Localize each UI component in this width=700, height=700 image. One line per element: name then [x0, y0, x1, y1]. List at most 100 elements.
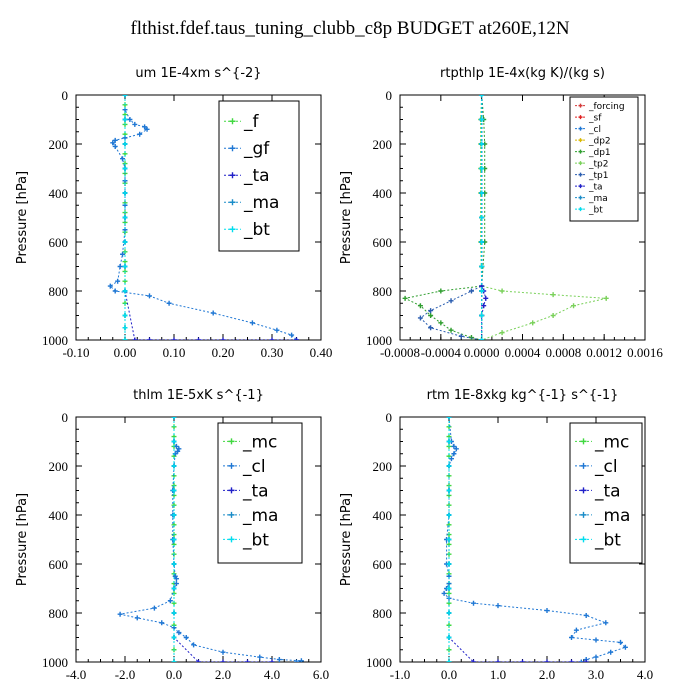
data-point-gf: [117, 264, 123, 269]
data-point-tp2: [550, 313, 556, 318]
legend-entry: _mc: [242, 432, 277, 452]
data-point-cl: [573, 627, 579, 633]
panel-1: um 1E-4xm s^{-2} Pressure [hPa] -0.10 0.00 0…: [15, 66, 332, 360]
y-tick-label: 600: [49, 235, 69, 250]
y-tick-label: 200: [49, 137, 69, 152]
data-point-tp1: [448, 298, 454, 304]
series-line-ta: [448, 417, 587, 662]
x-tick-label: 0.20: [212, 345, 235, 360]
y-tick-label: 0: [386, 410, 393, 425]
data-point-dp1: [428, 313, 434, 318]
legend-entry: _sf: [588, 113, 602, 123]
data-point-tp1: [428, 325, 434, 331]
legend-marker: [229, 172, 236, 179]
x-tick-label: -2.0: [115, 667, 136, 682]
data-point-gf: [137, 131, 143, 137]
data-point-tp2: [550, 292, 556, 298]
data-point-bt: [122, 190, 128, 196]
data-point-cl: [176, 630, 182, 636]
data-point-bt: [446, 659, 452, 662]
data-point-cl: [220, 649, 226, 655]
data-point-bt: [479, 166, 485, 171]
legend-marker: [228, 462, 235, 469]
data-point-ta: [171, 337, 177, 340]
legend-marker: [580, 536, 587, 543]
legend-marker: [580, 487, 587, 494]
data-point-ta: [569, 659, 574, 662]
data-point-gf: [115, 278, 121, 284]
x-tick-label: 0.0016: [627, 345, 663, 360]
x-tick-label: 0.0012: [586, 345, 622, 360]
y-tick-label: 400: [373, 508, 393, 523]
data-point-cl: [495, 603, 501, 609]
data-point-ta: [196, 337, 201, 340]
data-point-bt: [122, 288, 128, 294]
data-point-ta: [220, 337, 226, 340]
y-tick-label: 1000: [42, 333, 68, 348]
x-tick-label: 2.0: [215, 667, 231, 682]
y-tick-label: 1000: [366, 655, 392, 670]
data-point-bt: [479, 264, 485, 269]
data-point-bt: [122, 313, 128, 318]
x-tick-label: -0.0004: [421, 345, 462, 360]
y-tick-label: 400: [373, 186, 393, 201]
data-point-dp1: [468, 335, 474, 340]
data-point-gf: [166, 300, 172, 306]
y-tick-label: 200: [373, 459, 393, 474]
series-line-cl: [119, 417, 302, 662]
data-point-cl: [167, 598, 173, 604]
panel-title: thlm 1E-5xK s^{-1}: [133, 388, 264, 403]
y-tick-label: 0: [62, 410, 69, 425]
data-point-bt: [171, 439, 177, 444]
x-tick-label: 1.0: [490, 667, 506, 682]
legend-marker: [228, 536, 235, 543]
legend-marker: [580, 511, 587, 518]
series-line-dp1: [403, 95, 486, 340]
data-point-cl: [618, 639, 623, 645]
legend-entry: _ma: [594, 506, 630, 526]
x-tick-label: 0.0004: [505, 345, 541, 360]
data-point-cl: [593, 637, 599, 643]
y-tick-label: 800: [49, 606, 69, 621]
data-point-bt: [446, 537, 452, 542]
legend-marker: [229, 145, 236, 152]
data-point-bt: [171, 417, 177, 420]
y-tick-label: 0: [62, 88, 69, 103]
legend-entry: _cl: [594, 457, 618, 477]
data-point-cl: [569, 635, 574, 640]
x-tick-label: 0.0: [441, 667, 457, 682]
data-point-ta: [196, 659, 201, 662]
data-point-tp2: [499, 330, 505, 336]
data-point-bt: [122, 95, 128, 98]
data-point-bt: [122, 325, 128, 331]
y-tick-label: 200: [373, 137, 393, 152]
data-point-dp1: [438, 288, 444, 294]
data-point-bt: [122, 239, 128, 245]
panel-title: um 1E-4xm s^{-2}: [135, 66, 261, 81]
legend-marker: [578, 103, 583, 108]
panel-4: rtm 1E-8xkg kg^{-1} s^{-1} Pressure [hPa]…: [339, 388, 653, 682]
legend-marker: [229, 199, 236, 206]
legend-entry: _dp1: [588, 148, 611, 158]
data-point-bt: [446, 586, 452, 591]
y-tick-label: 0: [386, 88, 393, 103]
legend-marker: [578, 207, 583, 212]
data-point-bt: [479, 95, 485, 98]
legend-marker: [580, 462, 587, 469]
data-point-bt: [479, 337, 485, 340]
legend-entry: _dp2: [588, 136, 611, 146]
series-line-cl: [443, 417, 627, 662]
data-point-bt: [479, 190, 485, 196]
x-tick-label: 0.10: [163, 345, 186, 360]
data-point-cl: [593, 654, 599, 660]
data-point-cl: [117, 611, 123, 617]
y-tick-label: 400: [49, 186, 69, 201]
data-point-dp1: [448, 327, 454, 333]
data-point-bt: [446, 512, 452, 518]
legend: _forcing_sf _cl_dp2 _dp1_tp2 _tp1_ta _ma_bt: [569, 96, 639, 222]
data-point-bt: [122, 141, 128, 147]
data-point-bt: [171, 610, 177, 616]
data-point-cl: [578, 659, 584, 662]
legend-entry: _bt: [243, 220, 270, 240]
